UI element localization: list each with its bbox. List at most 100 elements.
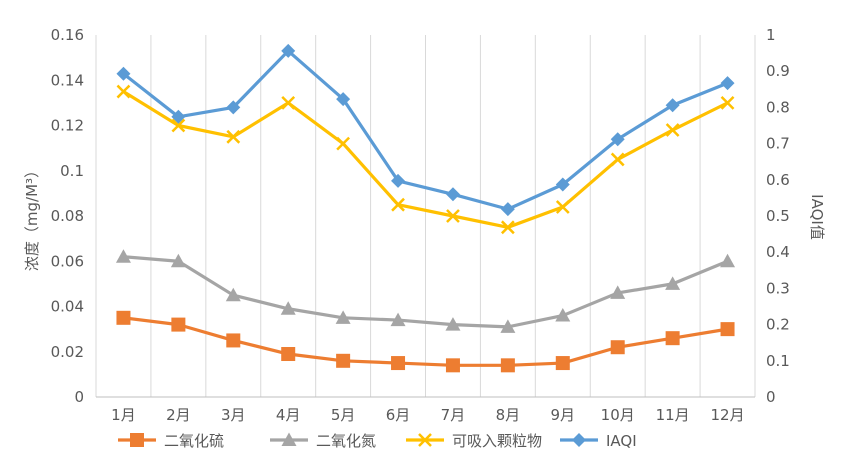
y2-tick-label: 0.3 — [766, 279, 790, 297]
series-3-point — [555, 200, 570, 214]
y-tick-label: 0.16 — [51, 26, 84, 44]
series-1-point — [336, 353, 351, 368]
series-3-point — [336, 136, 351, 151]
y2-tick-label: 0.8 — [766, 98, 790, 116]
series-3-point — [500, 220, 515, 235]
x-tick-label: 1月 — [111, 406, 136, 424]
series-4-point — [171, 109, 186, 124]
y-tick-label: 0.1 — [60, 162, 84, 180]
series-1-point — [555, 356, 570, 371]
series-2-point — [555, 308, 571, 322]
series-4-point — [281, 43, 296, 58]
y-tick-label: 0.14 — [51, 71, 84, 89]
legend-item-4: IAQI — [560, 432, 637, 450]
y2-tick-label: 0.7 — [766, 135, 790, 153]
series-3-point — [226, 129, 241, 144]
legend-item-3-marker — [418, 433, 432, 447]
series-1-point — [500, 358, 515, 373]
series-2-point — [665, 276, 681, 290]
series-2-point — [225, 287, 241, 302]
series-3-line — [121, 89, 730, 229]
series-4-point — [555, 177, 570, 192]
series-3-point — [665, 123, 680, 137]
series-4-point — [665, 98, 680, 113]
legend-item-3: 可吸入颗粒物 — [406, 432, 542, 450]
series-4-point — [720, 76, 735, 91]
series-2-point — [280, 301, 296, 315]
x-tick-label: 8月 — [496, 406, 521, 424]
series-1-point — [445, 358, 460, 373]
series-4-line — [121, 49, 730, 211]
series-2-point — [500, 319, 516, 333]
series-1-point — [610, 340, 625, 355]
y-tick-label: 0.08 — [51, 207, 84, 225]
y-tick-label: 0.06 — [51, 252, 84, 270]
series-1-point — [226, 333, 241, 348]
series-3-point — [720, 95, 735, 110]
series-1-point — [171, 317, 186, 332]
series-3-point — [391, 197, 405, 212]
x-tick-label: 3月 — [221, 406, 246, 424]
series-2 — [115, 249, 736, 333]
x-tick-label: 9月 — [551, 406, 576, 424]
x-tick-label: 6月 — [386, 406, 411, 424]
series-2-point — [115, 249, 131, 263]
y2-tick-label: 0.6 — [766, 171, 790, 189]
series-2-point — [335, 310, 351, 324]
y-tick-label: 0.04 — [51, 298, 84, 316]
y2-tick-label: 0.2 — [766, 316, 790, 334]
x-tick-label: 11月 — [656, 406, 690, 424]
y2-tick-label: 0.9 — [766, 62, 790, 80]
y-tick-label: 0.12 — [51, 117, 84, 135]
series-1 — [116, 310, 735, 373]
series-4-point — [391, 173, 406, 188]
legend-item-1: 二氧化硫 — [118, 432, 224, 450]
series-3-point — [171, 118, 186, 133]
x-tick-label: 7月 — [441, 406, 466, 424]
x-tick-label: 4月 — [276, 406, 301, 424]
series-4 — [116, 43, 735, 217]
series-1-point — [281, 347, 296, 362]
legend-item-1-marker — [130, 433, 144, 447]
series-4-point — [226, 100, 241, 115]
x-tick-label: 10月 — [601, 406, 635, 424]
series-4-point — [445, 187, 460, 202]
series-1-point — [391, 356, 406, 371]
series-3-point — [610, 152, 625, 167]
y2-tick-label: 0 — [766, 388, 776, 406]
legend-item-2-label: 二氧化氮 — [316, 432, 376, 450]
series-3-point — [116, 84, 131, 99]
legend-item-4-label: IAQI — [606, 432, 637, 450]
series-1-point — [116, 310, 131, 325]
y-tick-label: 0.02 — [51, 343, 84, 361]
series-4-point — [116, 66, 131, 81]
series-2-line — [121, 255, 730, 329]
x-tick-label: 2月 — [166, 406, 191, 424]
y2-axis-title: IAQI值 — [808, 194, 826, 240]
series-2-point — [720, 253, 736, 268]
y-axis-title: 浓度（mg/M³） — [23, 163, 41, 271]
series-4-point — [500, 202, 515, 217]
chart-grid — [95, 35, 756, 397]
x-tick-label: 12月 — [710, 406, 744, 424]
y2-tick-label: 1 — [766, 26, 776, 44]
series-2-point — [390, 312, 406, 327]
series-4-point — [336, 92, 351, 107]
series-2-point — [445, 317, 461, 331]
series-4-point — [610, 132, 625, 147]
series-3-point — [281, 95, 296, 110]
y-tick-label: 0 — [74, 388, 84, 406]
legend-item-1-label: 二氧化硫 — [164, 432, 224, 450]
chart-axes: 1月 2月 3月 4月 5月 6月 7月 8月 9月 10月 11月 12月 0 0.02 0.04 0.06… — [51, 26, 790, 424]
x-tick-label: 5月 — [331, 406, 356, 424]
series-2-point — [610, 285, 626, 299]
series-3-point — [446, 209, 460, 223]
y2-tick-label: 0.1 — [766, 352, 790, 370]
legend-item-4-marker — [572, 433, 586, 447]
series-1-point — [720, 322, 735, 337]
legend-item-2: 二氧化氮 — [270, 432, 376, 450]
y2-tick-label: 0.4 — [766, 243, 790, 261]
legend-item-2-marker — [281, 432, 297, 446]
series-1-point — [665, 331, 680, 346]
